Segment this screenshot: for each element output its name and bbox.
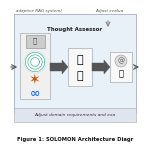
Text: @: @ bbox=[117, 58, 124, 64]
FancyBboxPatch shape bbox=[68, 48, 92, 86]
Text: 👎: 👎 bbox=[77, 71, 83, 81]
FancyBboxPatch shape bbox=[20, 33, 50, 99]
Text: Thought Assessor: Thought Assessor bbox=[47, 27, 103, 32]
Polygon shape bbox=[50, 60, 68, 74]
Text: 👍: 👍 bbox=[77, 55, 83, 65]
Text: adaptive RAG system): adaptive RAG system) bbox=[16, 9, 62, 13]
FancyBboxPatch shape bbox=[110, 52, 132, 82]
FancyBboxPatch shape bbox=[26, 34, 45, 48]
FancyBboxPatch shape bbox=[14, 14, 136, 112]
Text: 🔍: 🔍 bbox=[33, 38, 37, 44]
Text: ∞: ∞ bbox=[30, 87, 40, 99]
Text: Adjust domain requirements and exa: Adjust domain requirements and exa bbox=[34, 113, 116, 117]
Text: 👥: 👥 bbox=[118, 69, 123, 78]
Polygon shape bbox=[92, 60, 110, 74]
Text: Adjust evalua: Adjust evalua bbox=[95, 9, 123, 13]
Circle shape bbox=[24, 51, 46, 73]
Text: ✶: ✶ bbox=[29, 73, 41, 87]
Text: Figure 1: SOLOMON Architecture Diagr: Figure 1: SOLOMON Architecture Diagr bbox=[17, 138, 133, 142]
Circle shape bbox=[115, 55, 127, 67]
FancyBboxPatch shape bbox=[14, 108, 136, 122]
